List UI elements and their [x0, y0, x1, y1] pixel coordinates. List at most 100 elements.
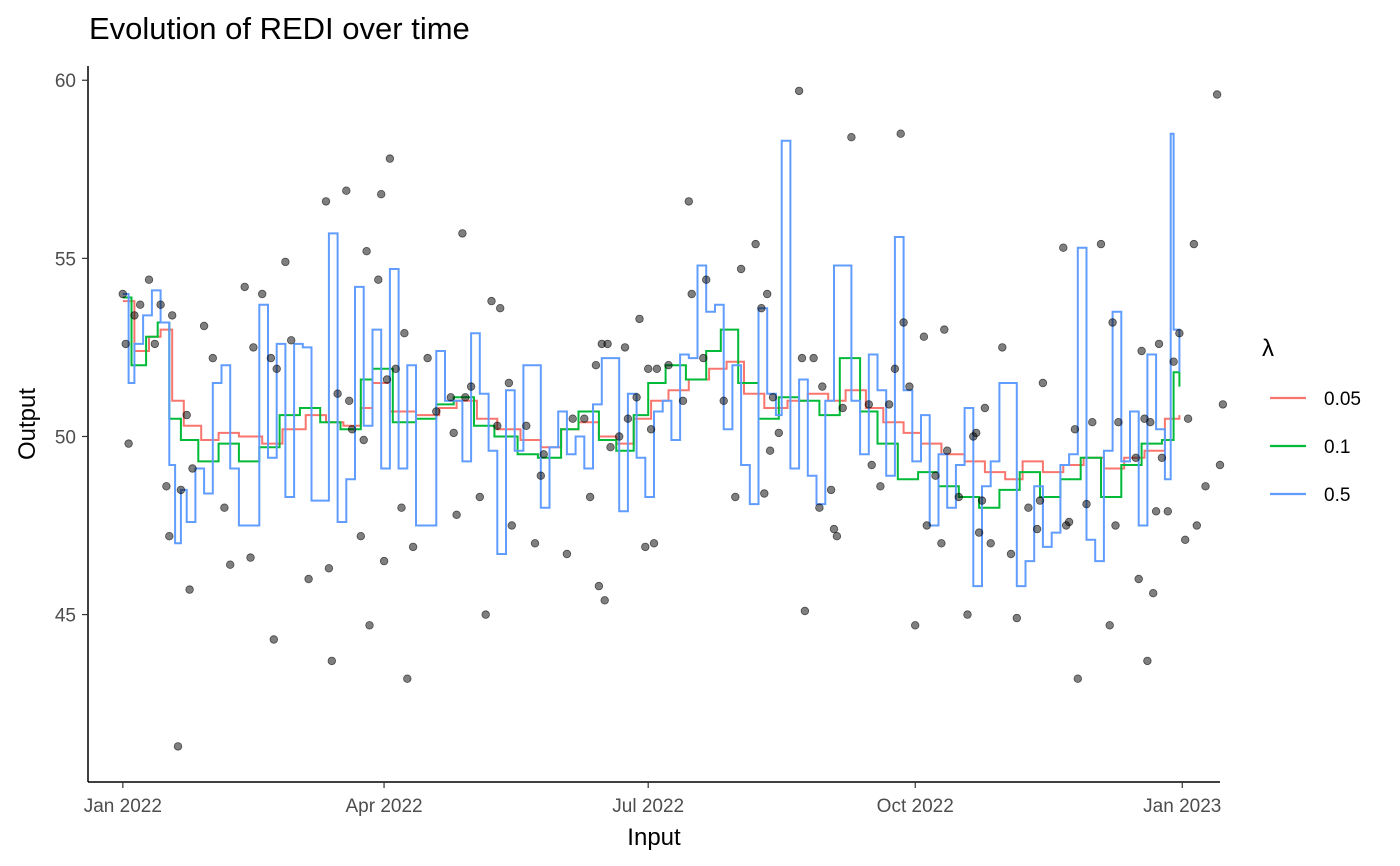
data-point [530, 539, 540, 548]
data-point [385, 154, 395, 163]
data-point [266, 353, 276, 363]
legend-label: 0.05 [1324, 389, 1361, 410]
data-point [678, 396, 688, 405]
data-point [182, 410, 191, 420]
data-point [249, 343, 258, 352]
data-point [794, 86, 804, 96]
data-point [664, 361, 673, 370]
data-point [1201, 482, 1210, 491]
data-point [600, 596, 609, 605]
data-point [475, 492, 484, 502]
data-point [623, 414, 633, 423]
data-point [606, 443, 615, 452]
series-line-0-05 [122, 300, 1181, 481]
data-point [635, 314, 644, 324]
data-point [522, 421, 531, 430]
data-point [974, 528, 984, 537]
y-tick-label: 45 [55, 606, 76, 627]
data-point [1148, 589, 1158, 598]
data-point [1082, 499, 1091, 509]
data-point [972, 428, 981, 438]
data-point [800, 606, 810, 616]
data-point [644, 364, 653, 373]
data-point [760, 489, 769, 498]
data-point [919, 332, 929, 341]
data-point [240, 282, 249, 292]
data-point [687, 289, 696, 299]
y-axis-title: Output [14, 388, 41, 460]
x-tick-label: Apr 2022 [345, 796, 422, 817]
data-point [1151, 507, 1161, 516]
data-point [1035, 496, 1045, 505]
data-point [1134, 574, 1143, 584]
data-point [980, 403, 990, 413]
data-point [220, 503, 229, 512]
data-point [649, 539, 659, 548]
data-point [121, 339, 130, 349]
data-point [580, 414, 589, 423]
data-point [884, 400, 894, 409]
data-point [452, 510, 461, 519]
x-axis-title: Input [627, 824, 681, 851]
data-point [188, 464, 197, 473]
data-point [1024, 503, 1033, 512]
x-tick-label: Jul 2022 [612, 796, 684, 817]
data-point [1192, 521, 1201, 530]
data-point [449, 428, 458, 438]
data-point [1105, 621, 1114, 630]
data-point [359, 435, 368, 445]
data-point [432, 407, 441, 416]
chart-title: Evolution of REDI over time [89, 11, 470, 46]
data-point [1064, 517, 1074, 527]
data-point [130, 311, 139, 320]
data-point [1111, 521, 1120, 530]
data-point [173, 742, 183, 751]
data-point [699, 353, 708, 363]
data-point [954, 492, 963, 502]
data-point [165, 532, 174, 541]
scatter-points [118, 86, 1228, 751]
data-point [977, 496, 987, 505]
data-point [269, 635, 278, 644]
data-point [176, 485, 186, 495]
data-point [931, 471, 940, 480]
data-point [603, 339, 612, 349]
legend-label: 0.1 [1324, 437, 1350, 458]
data-point [757, 304, 766, 313]
data-point [1175, 329, 1184, 338]
data-point [167, 311, 177, 320]
data-point [864, 400, 873, 409]
data-point [826, 485, 836, 495]
data-point [905, 382, 914, 391]
data-point [345, 396, 354, 405]
x-axis-ticks: Jan 2022 Apr 2022 Jul 2022 Oct 2022 Jan 2023 [84, 782, 1221, 817]
data-point [496, 304, 505, 313]
data-point [403, 674, 412, 683]
data-point [1114, 418, 1123, 427]
data-point [272, 364, 281, 373]
x-tick-label: Jan 2023 [1143, 796, 1221, 817]
legend-label: 0.5 [1324, 485, 1350, 506]
data-point [1137, 346, 1146, 356]
data-point [1070, 425, 1080, 434]
data-point [458, 229, 467, 238]
data-point [466, 382, 476, 391]
data-point [702, 275, 711, 284]
y-axis-ticks: 45 50 55 60 [55, 71, 88, 627]
data-point [838, 403, 847, 413]
data-point [641, 542, 650, 552]
data-point [768, 393, 778, 402]
data-point [1006, 549, 1016, 559]
data-point [1218, 400, 1228, 409]
data-point [1038, 378, 1048, 388]
data-point [461, 393, 470, 402]
data-point [751, 239, 760, 249]
series-lines [122, 132, 1181, 588]
data-point [1180, 535, 1190, 544]
data-point [832, 532, 842, 541]
data-point [594, 581, 604, 591]
data-point [400, 329, 409, 338]
data-point [937, 539, 946, 548]
data-point [1183, 414, 1193, 423]
